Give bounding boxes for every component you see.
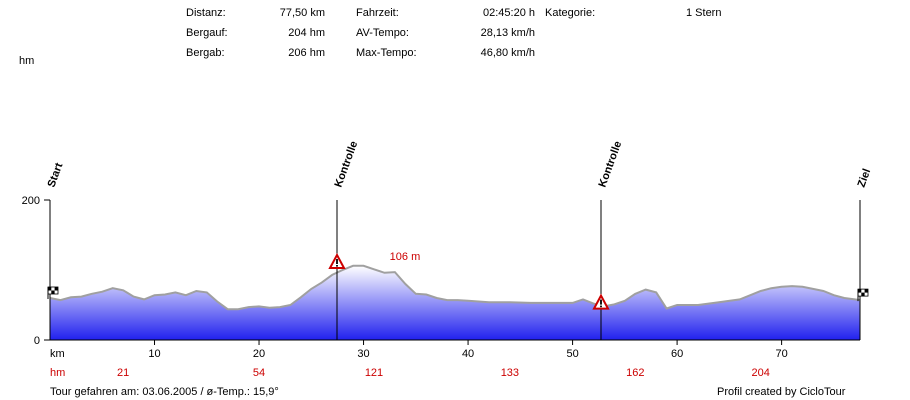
avtempo-label: AV-Tempo: (356, 27, 409, 39)
y-tick-label: 0 (34, 335, 40, 347)
x-tick-label: 30 (357, 348, 369, 360)
checkered-flag-icon (857, 288, 869, 302)
fahrzeit-label: Fahrzeit: (356, 7, 399, 19)
warning-triangle-icon (592, 293, 610, 310)
bergauf-value: 204 hm (288, 27, 325, 39)
distanz-label: Distanz: (186, 7, 226, 19)
peak-altitude-label: 106 m (390, 251, 421, 263)
x-tick-label: 10 (148, 348, 160, 360)
warning-exclamation-dot (336, 265, 338, 267)
hm-cumulative-label: 204 (752, 367, 770, 379)
elevation-area (50, 265, 860, 340)
tour-info: Tour gefahren am: 03.06.2005 / ø-Temp.: … (50, 386, 279, 398)
bergab-label: Bergab: (186, 47, 225, 59)
flag-square (858, 289, 862, 293)
hm-cumulative-label: 133 (501, 367, 519, 379)
x-tick-label: 50 (566, 348, 578, 360)
marker-label: Start (46, 161, 66, 189)
kategorie-label: Kategorie: (545, 7, 596, 19)
tour-statistics: Distanz: 77,50 km Bergauf: 204 hm Bergab… (0, 0, 910, 70)
marker-label: Kontrolle (333, 140, 361, 189)
checkered-flag-icon (47, 286, 59, 299)
x-tick-label: 70 (775, 348, 787, 360)
bergab-value: 206 hm (288, 47, 325, 59)
hm-cumulative-label: 21 (117, 367, 129, 379)
avtempo-value: 28,13 km/h (480, 27, 535, 39)
x-axis-label: km (50, 348, 65, 360)
flag-square (861, 292, 865, 297)
hm-cumulative-label: 121 (365, 367, 383, 379)
marker-label: Kontrolle (597, 140, 625, 189)
y-tick-label: 200 (22, 195, 40, 207)
warning-exclamation-bar (336, 259, 338, 264)
marker-label: Ziel (856, 167, 874, 189)
maxtempo-label: Max-Tempo: (356, 47, 417, 59)
x-tick-label: 60 (671, 348, 683, 360)
fahrzeit-value: 02:45:20 h (483, 7, 535, 19)
x-tick-label: 20 (253, 348, 265, 360)
bergauf-label: Bergauf: (186, 27, 228, 39)
flag-square (864, 289, 868, 293)
y-axis-label: hm (19, 55, 34, 67)
warning-exclamation-bar (600, 299, 602, 305)
distanz-value: 77,50 km (279, 7, 325, 19)
maxtempo-value: 46,80 km/h (480, 47, 535, 59)
flag-square (48, 287, 52, 291)
hm-cumulative-label: 162 (626, 367, 644, 379)
flag-square (51, 290, 55, 294)
kategorie-value: 1 Stern (686, 7, 722, 19)
flag-square (54, 287, 58, 291)
credit-text: Profil created by CicloTour (717, 386, 846, 398)
hm-row-label: hm (50, 367, 65, 379)
warning-exclamation-dot (600, 305, 602, 308)
warning-triangle-icon (328, 252, 346, 269)
hm-cumulative-label: 54 (253, 367, 265, 379)
elevation-line (49, 264, 861, 311)
x-tick-label: 40 (462, 348, 474, 360)
